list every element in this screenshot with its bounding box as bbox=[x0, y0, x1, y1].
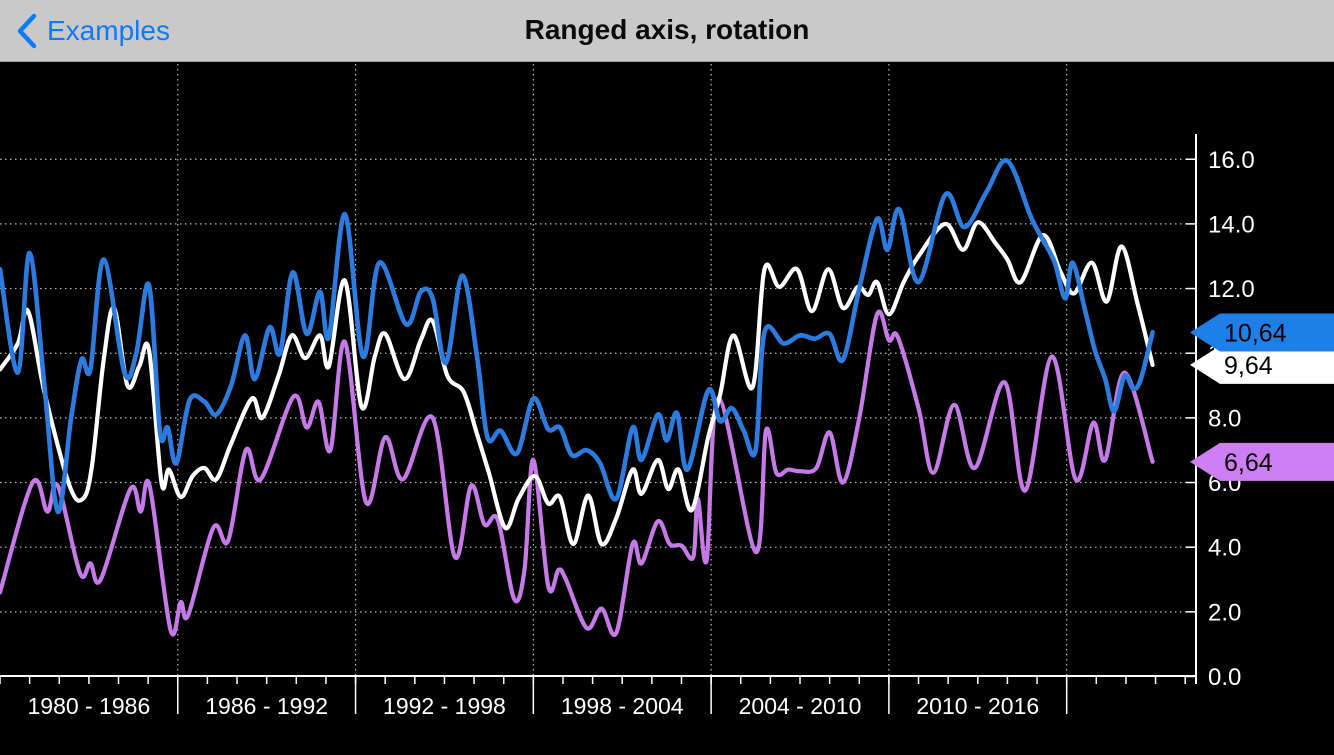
y-tick-label: 2.0 bbox=[1208, 599, 1241, 626]
y-tick-label: 16.0 bbox=[1208, 147, 1255, 174]
x-band-label: 2010 - 2016 bbox=[916, 693, 1039, 719]
y-tick-label: 14.0 bbox=[1208, 211, 1255, 238]
purple-series-line bbox=[0, 309, 1155, 638]
axis-marker-6_64: 6,64 bbox=[1190, 442, 1334, 481]
vertical-gridlines bbox=[177, 64, 1068, 676]
x-band-label: 1980 - 1986 bbox=[27, 693, 150, 719]
y-tick-label: 0.0 bbox=[1208, 664, 1241, 691]
x-band-label: 2004 - 2010 bbox=[739, 693, 862, 719]
chart-area[interactable]: 0.02.04.06.08.010.012.014.016.0 1980 - 1… bbox=[0, 62, 1334, 750]
horizontal-gridlines bbox=[0, 158, 1196, 613]
axis-marker-9_64: 9,64 bbox=[1190, 345, 1334, 384]
back-button-label[interactable]: Examples bbox=[47, 15, 170, 46]
white-series-line bbox=[0, 220, 1155, 547]
y-tick-label: 12.0 bbox=[1208, 276, 1255, 303]
axis-marker-label: 9,64 bbox=[1224, 352, 1273, 380]
back-button[interactable]: Examples bbox=[16, 0, 170, 62]
axis-marker-label: 10,64 bbox=[1224, 320, 1287, 348]
blue-series-line bbox=[0, 158, 1155, 514]
back-chevron-icon bbox=[17, 13, 37, 49]
navigation-bar: Examples Ranged axis, rotation bbox=[0, 0, 1334, 62]
chart-canvas[interactable]: 0.02.04.06.08.010.012.014.016.0 1980 - 1… bbox=[0, 62, 1334, 750]
line-series bbox=[0, 158, 1155, 638]
x-band-label: 1986 - 1992 bbox=[205, 693, 328, 719]
x-band-label: 1992 - 1998 bbox=[383, 693, 506, 719]
y-tick-label: 8.0 bbox=[1208, 405, 1241, 432]
x-band-label: 1998 - 2004 bbox=[561, 693, 684, 719]
axis-marker-callouts: 9,64 10,64 6,64 bbox=[1190, 313, 1334, 481]
page-title: Ranged axis, rotation bbox=[524, 14, 810, 45]
axis-marker-10_64: 10,64 bbox=[1190, 313, 1334, 352]
y-axis-tick-labels: 0.02.04.06.08.010.012.014.016.0 bbox=[1208, 147, 1255, 691]
axis-marker-label: 6,64 bbox=[1224, 449, 1273, 477]
y-axis bbox=[1186, 134, 1197, 684]
y-tick-label: 4.0 bbox=[1208, 535, 1241, 562]
x-axis-band-labels: 1980 - 1986 1986 - 1992 1992 - 1998 1998 - … bbox=[27, 693, 1039, 719]
x-axis bbox=[0, 675, 1196, 714]
